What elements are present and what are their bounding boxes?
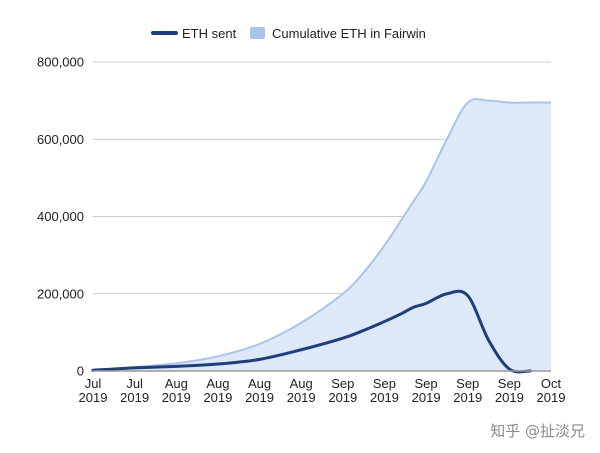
x-tick-label-year: 2019 <box>453 390 482 405</box>
cumulative-area <box>92 98 551 372</box>
x-tick-label-month: Sep <box>331 376 354 391</box>
x-tick-label-year: 2019 <box>412 390 441 405</box>
y-tick-label: 0 <box>77 364 84 379</box>
eth-sent-line-group <box>91 289 532 374</box>
x-tick-label-year: 2019 <box>120 390 149 405</box>
legend-swatch-cumulative <box>250 27 265 39</box>
y-axis-ticks: 0 200,000 400,000 600,000 800,000 <box>37 55 84 379</box>
cumulative-area-fill <box>93 99 551 371</box>
watermark: 知乎 @扯淡兄 <box>490 422 585 440</box>
legend: ETH sent Cumulative ETH in Fairwin <box>151 26 426 41</box>
y-tick-label: 200,000 <box>37 286 84 301</box>
x-tick-label-year: 2019 <box>287 390 316 405</box>
x-tick-label-month: Aug <box>290 376 313 391</box>
x-tick-label-year: 2019 <box>495 390 524 405</box>
eth-sent-line <box>91 289 532 374</box>
x-tick-label-year: 2019 <box>537 390 566 405</box>
x-tick-label-month: Jul <box>126 376 143 391</box>
x-tick-label-month: Oct <box>541 376 562 391</box>
x-tick-label-year: 2019 <box>162 390 191 405</box>
x-tick-label-month: Sep <box>456 376 479 391</box>
x-tick-label-month: Sep <box>415 376 438 391</box>
x-tick-label-month: Sep <box>373 376 396 391</box>
x-axis-ticks: Jul2019Jul2019Aug2019Aug2019Aug2019Aug20… <box>79 376 566 405</box>
x-tick-label-month: Aug <box>206 376 229 391</box>
x-tick-label-month: Aug <box>248 376 271 391</box>
x-tick-label-year: 2019 <box>370 390 399 405</box>
x-tick-label-year: 2019 <box>245 390 274 405</box>
legend-label-eth-sent: ETH sent <box>182 26 237 41</box>
x-tick-label-month: Aug <box>165 376 188 391</box>
legend-label-cumulative: Cumulative ETH in Fairwin <box>272 26 426 41</box>
x-tick-label-month: Sep <box>498 376 521 391</box>
cumulative-area-edge <box>92 98 551 372</box>
y-tick-label: 600,000 <box>37 132 84 147</box>
x-tick-label-year: 2019 <box>328 390 357 405</box>
x-tick-label-year: 2019 <box>203 390 232 405</box>
x-tick-label-year: 2019 <box>79 390 108 405</box>
x-tick-label-month: Jul <box>85 376 102 391</box>
y-tick-label: 800,000 <box>37 55 84 70</box>
y-tick-label: 400,000 <box>37 209 84 224</box>
